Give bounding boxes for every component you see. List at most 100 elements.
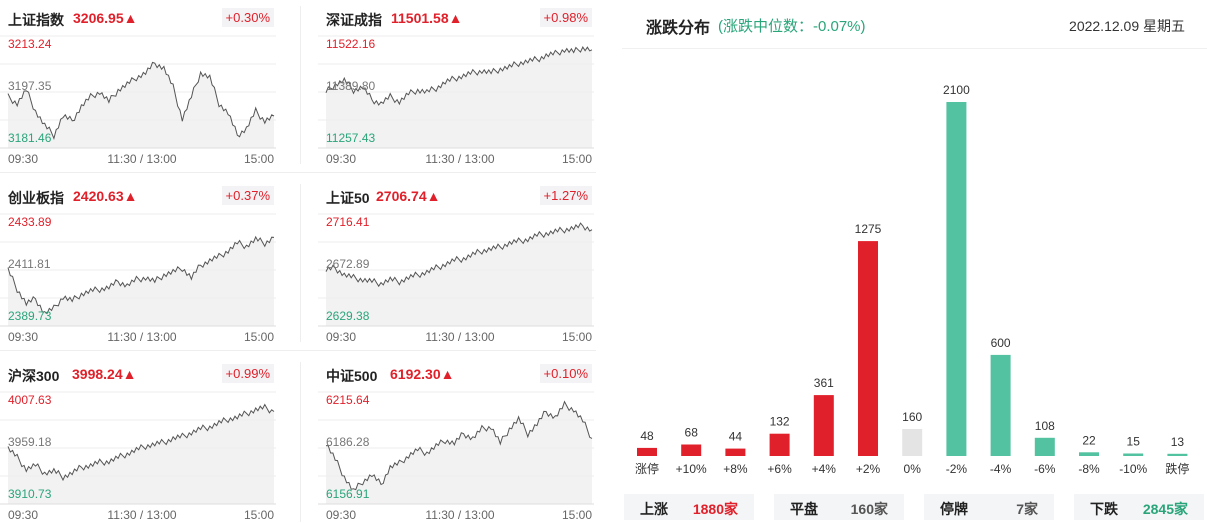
distribution-bar[interactable] bbox=[902, 429, 923, 456]
trade-date: 2022.12.09 星期五 bbox=[1069, 18, 1185, 34]
bar-category-label: +6% bbox=[767, 462, 792, 476]
intraday-chart: 6215.64 6186.28 6156.91 09:30 11:30 / 13:00 1… bbox=[318, 391, 594, 522]
distribution-bar[interactable] bbox=[1167, 453, 1188, 456]
time-tick: 11:30 / 13:00 bbox=[107, 330, 176, 344]
intraday-chart: 2433.89 2411.81 2389.73 09:30 11:30 / 13:00 1… bbox=[0, 213, 276, 344]
bar-value-label: 44 bbox=[729, 430, 743, 444]
stat-up-label: 上涨 bbox=[640, 501, 668, 517]
mid-label: 3959.18 bbox=[8, 435, 52, 449]
mid-label: 6186.28 bbox=[326, 435, 370, 449]
distribution-bar[interactable] bbox=[769, 433, 790, 456]
time-tick: 15:00 bbox=[244, 152, 274, 166]
price-line bbox=[325, 400, 593, 491]
price-area bbox=[326, 401, 592, 504]
stat-suspended: 停牌 7家 bbox=[924, 494, 1054, 520]
time-tick: 09:30 bbox=[8, 508, 38, 522]
index-change-badge: +0.98% bbox=[539, 8, 592, 27]
high-label: 11522.16 bbox=[326, 37, 375, 51]
index-name: 沪深300 bbox=[8, 368, 60, 384]
distribution-bar[interactable] bbox=[813, 395, 834, 456]
time-tick: 11:30 / 13:00 bbox=[425, 152, 494, 166]
bar-category-label: +4% bbox=[812, 462, 837, 476]
high-label: 3213.24 bbox=[8, 37, 52, 51]
stat-down: 下跌 2845家 bbox=[1074, 494, 1204, 520]
time-tick: 15:00 bbox=[244, 330, 274, 344]
bar-category-label: 涨停 bbox=[635, 461, 659, 476]
index-value: 2420.63▲ bbox=[73, 188, 138, 204]
price-line bbox=[7, 235, 275, 315]
time-tick: 09:30 bbox=[326, 508, 356, 522]
index-value: 11501.58▲ bbox=[391, 10, 463, 26]
distribution-bar[interactable] bbox=[1079, 452, 1099, 456]
index-panel[interactable]: 中证500 6192.30▲ +0.10% 6215.64 6186.28 6156.91… bbox=[318, 356, 594, 524]
distribution-bar[interactable] bbox=[637, 447, 657, 456]
bar-category-label: -10% bbox=[1119, 462, 1147, 476]
low-label: 2389.73 bbox=[8, 309, 52, 323]
price-area bbox=[326, 47, 592, 148]
panel-divider bbox=[300, 184, 301, 342]
bar-value-label: 48 bbox=[640, 429, 654, 443]
distribution-bar[interactable] bbox=[681, 444, 702, 457]
index-panel[interactable]: 沪深300 3998.24▲ +0.99% 4007.63 3959.18 3910.73… bbox=[0, 356, 276, 524]
bar-value-label: 1275 bbox=[855, 222, 882, 236]
bar-category-label: -2% bbox=[946, 462, 968, 476]
index-name: 上证指数 bbox=[8, 12, 64, 28]
index-name: 深证成指 bbox=[326, 12, 382, 28]
header-divider bbox=[622, 48, 1207, 49]
bar-value-label: 15 bbox=[1127, 435, 1141, 449]
time-tick: 11:30 / 13:00 bbox=[107, 508, 176, 522]
mid-label: 2672.89 bbox=[326, 257, 370, 271]
index-panel[interactable]: 创业板指 2420.63▲ +0.37% 2433.89 2411.81 2389.73 0… bbox=[0, 178, 276, 346]
bar-value-label: 13 bbox=[1171, 435, 1185, 449]
time-tick: 09:30 bbox=[326, 152, 356, 166]
index-value: 2706.74▲ bbox=[376, 188, 441, 204]
index-change-badge: +1.27% bbox=[539, 186, 592, 205]
distribution-bar[interactable] bbox=[858, 241, 878, 456]
mid-label: 2411.81 bbox=[8, 257, 51, 271]
bar-value-label: 132 bbox=[770, 415, 790, 429]
index-name: 创业板指 bbox=[8, 190, 64, 206]
price-line bbox=[7, 403, 275, 482]
distribution-bar[interactable] bbox=[990, 354, 1011, 456]
time-tick: 11:30 / 13:00 bbox=[107, 152, 176, 166]
bar-value-label: 108 bbox=[1035, 419, 1055, 433]
bar-category-label: -4% bbox=[990, 462, 1012, 476]
bar-value-label: 22 bbox=[1082, 433, 1096, 447]
distribution-title: 涨跌分布 bbox=[646, 20, 711, 37]
index-panel[interactable]: 深证成指 11501.58▲ +0.98% 11522.16 11389.80 11257… bbox=[318, 0, 594, 168]
stat-down-label: 下跌 bbox=[1090, 501, 1118, 517]
price-area bbox=[8, 62, 274, 148]
stat-flat-label: 平盘 bbox=[790, 501, 818, 517]
mid-label: 3197.35 bbox=[8, 79, 52, 93]
index-header: 沪深300 3998.24▲ +0.99% bbox=[0, 356, 276, 388]
index-panel[interactable]: 上证指数 3206.95▲ +0.30% 3213.24 3197.35 3181.46 0… bbox=[0, 0, 276, 168]
index-panel[interactable]: 上证50 2706.74▲ +1.27% 2716.41 2672.89 2629.38 0… bbox=[318, 178, 594, 346]
intraday-chart: 3213.24 3197.35 3181.46 09:30 11:30 / 13:00 1… bbox=[0, 35, 276, 166]
stat-down-value: 2845家 bbox=[1142, 501, 1188, 517]
stat-flat-value: 160家 bbox=[850, 501, 888, 517]
distribution-bar[interactable] bbox=[1123, 453, 1144, 457]
distribution-bar[interactable] bbox=[1034, 437, 1055, 456]
low-label: 6156.91 bbox=[326, 487, 370, 501]
index-value: 3206.95▲ bbox=[73, 10, 138, 26]
panel-divider bbox=[300, 362, 301, 522]
bar-value-label: 68 bbox=[685, 426, 699, 440]
index-header: 上证指数 3206.95▲ +0.30% bbox=[0, 0, 276, 32]
low-label: 3910.73 bbox=[8, 487, 52, 501]
distribution-bar[interactable] bbox=[725, 448, 746, 456]
index-name: 上证50 bbox=[326, 190, 370, 206]
high-label: 2433.89 bbox=[8, 215, 52, 229]
time-tick: 09:30 bbox=[326, 330, 356, 344]
distribution-bar[interactable] bbox=[946, 102, 967, 456]
time-tick: 09:30 bbox=[8, 152, 38, 166]
panel-divider bbox=[300, 6, 301, 164]
distribution-bar-chart: 48 涨停 68 +10% 44 +8% 132 +6% 361 +4% 1275 +2% 160 0% 2… bbox=[635, 83, 1189, 476]
stat-up-value: 1880家 bbox=[692, 501, 738, 517]
bar-category-label: +2% bbox=[856, 462, 881, 476]
median-change: (涨跌中位数：-0.07%) bbox=[718, 18, 866, 35]
bar-category-label: 0% bbox=[904, 462, 922, 476]
index-header: 中证500 6192.30▲ +0.10% bbox=[318, 356, 594, 388]
price-area bbox=[326, 223, 592, 326]
low-label: 3181.46 bbox=[8, 131, 52, 145]
high-label: 4007.63 bbox=[8, 393, 52, 407]
